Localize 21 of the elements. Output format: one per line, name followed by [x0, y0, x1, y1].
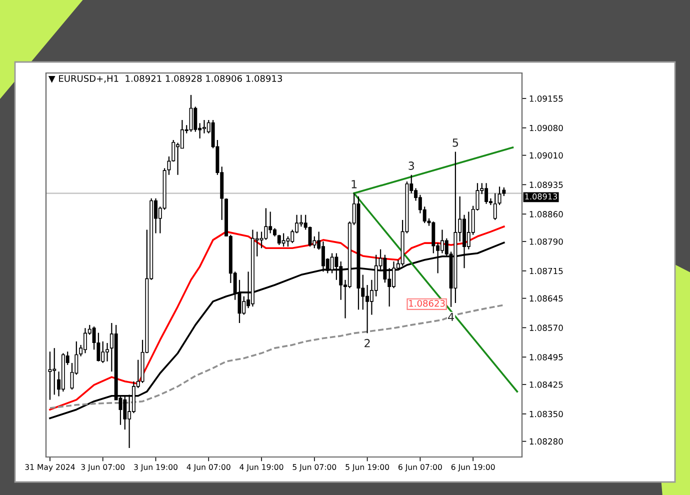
y-tick-label: 1.08715 — [530, 268, 563, 274]
y-tick-label: 1.08935 — [530, 182, 563, 188]
y-tick-label: 1.08570 — [530, 324, 563, 331]
annotation: 1 — [352, 180, 357, 188]
annotation: 5 — [452, 138, 458, 147]
y-tick-label: 1.08350 — [530, 410, 563, 418]
y-tick-label: 1.08495 — [530, 354, 563, 360]
y-tick-label: 1.09010 — [530, 152, 563, 159]
y-tick-label: 1.09155 — [530, 95, 563, 102]
y-tick-label: 1.08425 — [530, 381, 563, 388]
annotation: 2 — [364, 338, 370, 348]
ref-line-label: 1.08913 — [525, 193, 558, 200]
y-tick-label: 1.08280 — [530, 438, 563, 445]
annotation: 4 — [448, 312, 454, 321]
y-tick-label: 1.08645 — [530, 295, 563, 302]
y-tick-label: 1.08860 — [530, 211, 563, 218]
annotation: 1.08623 — [409, 300, 445, 307]
y-tick-label: 1.09080 — [530, 124, 563, 132]
annotation: 3 — [408, 162, 414, 170]
y-tick-label: 1.08790 — [530, 238, 563, 245]
chart-title: ▼ EURUSD+,H1 1.08921 1.08928 1.08906 1.08913 — [48, 75, 282, 83]
